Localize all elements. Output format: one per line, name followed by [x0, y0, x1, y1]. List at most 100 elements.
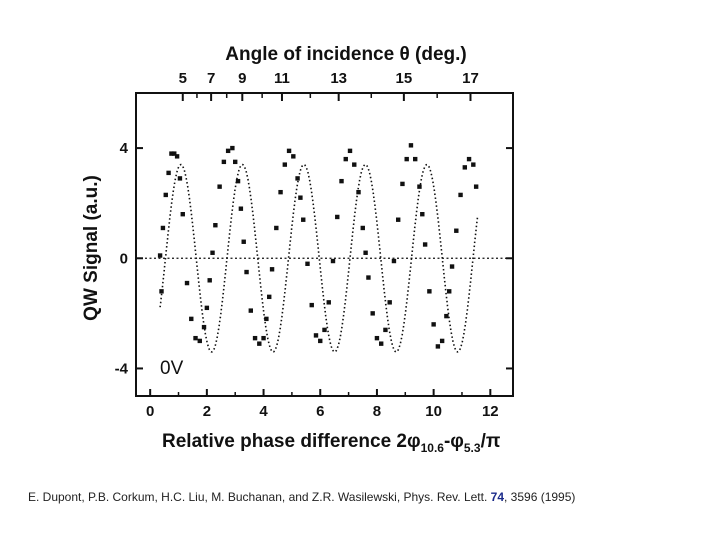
top-tick-label: 9 [238, 70, 246, 87]
y-tick-label: -4 [115, 360, 129, 377]
citation-suffix: , 3596 (1995) [504, 490, 576, 504]
data-point [313, 333, 319, 338]
data-point [193, 335, 198, 341]
data-point [420, 212, 425, 217]
x-tick-label: 2 [203, 403, 211, 420]
data-point [444, 313, 449, 319]
data-point [160, 225, 166, 231]
y-axis-ticks: -4 0 4 [115, 140, 513, 377]
data-point [318, 338, 323, 344]
x-axis-title-mid: -φ [444, 431, 464, 452]
data-point [207, 278, 212, 283]
top-axis-ticks: 5 7 9 11 13 15 17 [179, 70, 479, 101]
data-point [309, 302, 314, 308]
data-point [395, 217, 401, 222]
data-point [159, 289, 164, 294]
data-point [269, 267, 275, 272]
data-point [413, 156, 418, 162]
x-tick-label: 6 [316, 403, 324, 420]
x-axis-title-tail: /π [481, 431, 501, 452]
data-point [238, 206, 244, 211]
data-point [189, 316, 194, 322]
top-tick-label: 7 [207, 70, 215, 87]
data-point [363, 250, 368, 255]
top-tick-label: 5 [179, 70, 187, 87]
data-point [225, 148, 231, 154]
data-point [370, 311, 375, 316]
data-point [378, 341, 384, 346]
data-point [326, 300, 331, 305]
citation-prefix: E. Dupont, P.B. Corkum, H.C. Liu, M. Buc… [28, 490, 491, 504]
data-points [157, 143, 479, 349]
plot-frame [135, 92, 514, 397]
data-point [197, 338, 202, 344]
x-axis-title-sub1: 10.6 [421, 441, 445, 455]
data-point [417, 184, 422, 189]
data-point [360, 225, 365, 231]
data-point [339, 178, 344, 184]
data-point [454, 228, 459, 233]
data-point [235, 178, 241, 184]
x-axis-title-main: Relative phase difference 2φ [162, 431, 421, 452]
data-point [230, 145, 235, 151]
data-point [157, 253, 163, 258]
data-point [298, 195, 303, 200]
data-point [174, 154, 180, 159]
data-point [422, 242, 428, 247]
data-point [233, 159, 238, 165]
data-point [347, 148, 353, 154]
top-axis-title: Angle of incidence θ (deg.) [225, 44, 466, 65]
data-point [282, 162, 288, 167]
data-point [267, 294, 272, 300]
data-point [169, 151, 174, 156]
y-axis-title: QW Signal (a.u.) [81, 175, 102, 321]
data-point [257, 341, 262, 346]
top-tick-label: 13 [330, 70, 347, 87]
data-point [252, 335, 258, 341]
data-point [184, 280, 190, 286]
data-point [366, 275, 371, 280]
data-point [278, 189, 283, 195]
data-point [439, 338, 445, 344]
data-point [291, 154, 296, 159]
data-point [330, 258, 336, 264]
data-point [241, 239, 246, 244]
data-point [343, 156, 348, 162]
data-point [449, 264, 455, 269]
data-point [221, 159, 227, 165]
citation-volume: 74 [490, 490, 504, 504]
x-tick-label: 8 [373, 403, 381, 420]
data-point [286, 148, 292, 154]
data-point [213, 223, 218, 228]
data-point [427, 289, 432, 294]
data-point [217, 184, 222, 189]
data-point [458, 192, 463, 198]
x-tick-label: 12 [482, 403, 499, 420]
data-point [166, 170, 171, 176]
top-tick-label: 17 [462, 70, 479, 87]
data-point [471, 162, 476, 167]
data-point [180, 212, 185, 217]
annotation-0v: 0V [160, 358, 184, 379]
data-point [163, 192, 168, 198]
data-point [408, 143, 414, 148]
data-point [204, 305, 210, 311]
data-point [356, 189, 361, 195]
data-point [172, 151, 177, 156]
x-axis-ticks: 0 2 4 6 8 10 12 [146, 389, 499, 420]
data-point [466, 156, 472, 162]
data-point [400, 181, 405, 187]
data-point [301, 217, 306, 222]
x-axis-title-sub2: 5.3 [464, 441, 481, 455]
data-point [352, 162, 357, 167]
data-point [264, 316, 269, 322]
data-point [431, 322, 436, 327]
data-point [404, 156, 409, 162]
top-tick-label: 15 [396, 70, 413, 87]
citation: E. Dupont, P.B. Corkum, H.C. Liu, M. Buc… [28, 490, 575, 504]
data-point [210, 250, 215, 255]
x-axis-title: Relative phase difference 2φ10.6-φ5.3/π [162, 431, 501, 455]
x-tick-label: 4 [259, 403, 268, 420]
y-tick-label: 4 [120, 140, 129, 157]
data-point [374, 335, 380, 341]
